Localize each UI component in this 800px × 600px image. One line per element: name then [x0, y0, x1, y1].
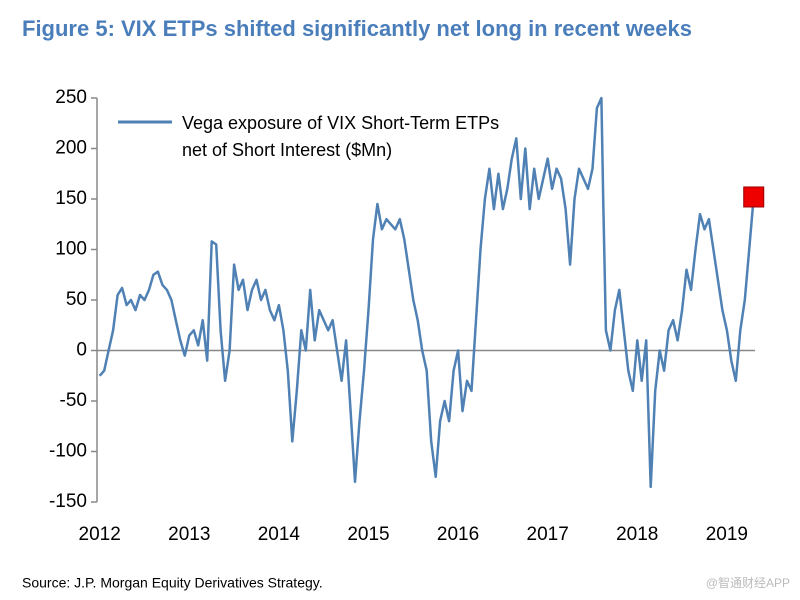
x-tick-label: 2019 — [706, 524, 748, 545]
watermark: @智通财经APP — [706, 575, 790, 590]
x-tick-label: 2017 — [527, 524, 569, 545]
y-tick-label: 150 — [55, 188, 87, 209]
x-tick-label: 2016 — [437, 524, 479, 545]
x-tick-label: 2012 — [79, 524, 121, 545]
y-tick-label: -50 — [60, 390, 87, 411]
y-tick-label: 0 — [76, 340, 87, 361]
x-tick-label: 2014 — [258, 524, 301, 545]
x-tick-label: 2013 — [168, 524, 210, 545]
y-tick-label: -150 — [49, 491, 87, 512]
y-tick-label: 50 — [66, 289, 87, 310]
legend-label: Vega exposure of VIX Short-Term ETPs net… — [182, 113, 500, 160]
y-tick-label: 250 — [55, 87, 87, 108]
line — [98, 96, 755, 489]
chart-title: Figure 5: VIX ETPs shifted significantly… — [22, 16, 692, 41]
x-tick-label: 2018 — [616, 524, 658, 545]
y-tick-label: -100 — [49, 441, 87, 462]
y-tick-label: 100 — [55, 239, 87, 260]
highlight-marker — [743, 186, 765, 208]
y-tick-label: 200 — [55, 138, 87, 159]
source: Source: J.P. Morgan Equity Derivatives S… — [22, 575, 323, 591]
x-tick-label: 2015 — [347, 524, 389, 545]
